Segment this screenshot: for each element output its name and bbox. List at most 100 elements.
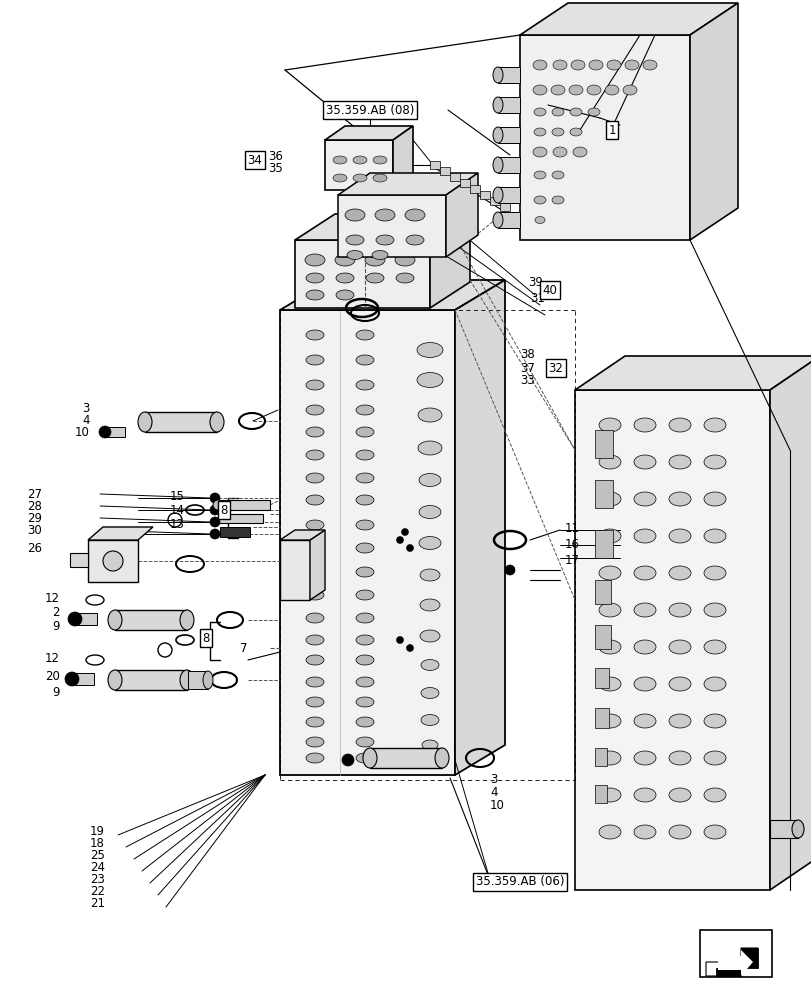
Polygon shape — [337, 173, 478, 195]
Ellipse shape — [633, 825, 655, 839]
Ellipse shape — [333, 156, 346, 164]
Text: 35: 35 — [268, 162, 282, 175]
Polygon shape — [280, 530, 324, 540]
Ellipse shape — [355, 717, 374, 727]
Ellipse shape — [180, 670, 194, 690]
Ellipse shape — [532, 85, 547, 95]
Circle shape — [103, 551, 122, 571]
Ellipse shape — [624, 60, 638, 70]
Text: 22: 22 — [90, 885, 105, 898]
Text: 24: 24 — [90, 861, 105, 874]
Polygon shape — [280, 280, 504, 310]
Ellipse shape — [534, 108, 545, 116]
Ellipse shape — [552, 147, 566, 157]
Ellipse shape — [306, 737, 324, 747]
Bar — [105, 427, 125, 437]
Ellipse shape — [569, 85, 582, 95]
Ellipse shape — [642, 60, 656, 70]
Ellipse shape — [492, 127, 502, 143]
Text: 20: 20 — [45, 670, 60, 682]
Ellipse shape — [418, 474, 440, 487]
Ellipse shape — [633, 455, 655, 469]
Ellipse shape — [599, 640, 620, 654]
Circle shape — [210, 493, 220, 503]
Ellipse shape — [306, 543, 324, 553]
Ellipse shape — [586, 85, 600, 95]
Ellipse shape — [551, 128, 564, 136]
Ellipse shape — [306, 290, 324, 300]
Text: 31: 31 — [530, 292, 544, 304]
Ellipse shape — [703, 825, 725, 839]
Text: 21: 21 — [90, 897, 105, 910]
Ellipse shape — [668, 788, 690, 802]
Circle shape — [401, 528, 408, 536]
Bar — [217, 514, 263, 523]
Ellipse shape — [633, 603, 655, 617]
Text: 17: 17 — [564, 554, 579, 566]
Ellipse shape — [355, 753, 374, 763]
Text: 7: 7 — [240, 642, 247, 654]
Ellipse shape — [419, 569, 440, 581]
Ellipse shape — [355, 473, 374, 483]
Text: 30: 30 — [28, 524, 42, 536]
Text: 23: 23 — [90, 874, 105, 886]
Ellipse shape — [703, 640, 725, 654]
Ellipse shape — [573, 147, 586, 157]
Bar — [280, 540, 310, 600]
Ellipse shape — [418, 506, 440, 518]
Ellipse shape — [420, 660, 439, 670]
Ellipse shape — [633, 492, 655, 506]
Ellipse shape — [203, 671, 212, 689]
Bar — [337, 195, 445, 257]
Text: 35.359.AB (08): 35.359.AB (08) — [325, 104, 414, 117]
Ellipse shape — [599, 566, 620, 580]
Text: 40: 40 — [542, 284, 556, 296]
Ellipse shape — [355, 355, 374, 365]
Ellipse shape — [569, 128, 581, 136]
Ellipse shape — [306, 613, 324, 623]
Ellipse shape — [599, 418, 620, 432]
Ellipse shape — [668, 418, 690, 432]
Ellipse shape — [622, 85, 636, 95]
Ellipse shape — [306, 753, 324, 763]
Circle shape — [406, 645, 413, 652]
Ellipse shape — [355, 543, 374, 553]
Ellipse shape — [355, 613, 374, 623]
Ellipse shape — [633, 751, 655, 765]
Text: 12: 12 — [45, 591, 60, 604]
Ellipse shape — [570, 60, 584, 70]
Ellipse shape — [703, 455, 725, 469]
Bar — [699, 930, 771, 977]
Ellipse shape — [418, 441, 441, 455]
Ellipse shape — [569, 108, 581, 116]
Ellipse shape — [588, 60, 603, 70]
Ellipse shape — [108, 670, 122, 690]
Ellipse shape — [703, 492, 725, 506]
Ellipse shape — [703, 751, 725, 765]
Bar — [217, 500, 270, 510]
Polygon shape — [689, 3, 737, 240]
Ellipse shape — [372, 156, 387, 164]
Ellipse shape — [108, 610, 122, 630]
Ellipse shape — [306, 717, 324, 727]
Bar — [594, 748, 607, 766]
Text: 10: 10 — [75, 426, 90, 438]
Ellipse shape — [355, 405, 374, 415]
Ellipse shape — [492, 212, 502, 228]
Bar — [574, 390, 769, 890]
Ellipse shape — [551, 196, 564, 204]
Ellipse shape — [668, 492, 690, 506]
Ellipse shape — [492, 67, 502, 83]
Text: 10: 10 — [489, 799, 504, 812]
Ellipse shape — [212, 500, 223, 510]
Ellipse shape — [417, 372, 443, 387]
Bar — [594, 668, 608, 688]
Ellipse shape — [599, 714, 620, 728]
Ellipse shape — [355, 330, 374, 340]
Ellipse shape — [355, 677, 374, 687]
Circle shape — [406, 544, 413, 552]
Ellipse shape — [306, 355, 324, 365]
Text: 2: 2 — [53, 605, 60, 618]
Ellipse shape — [532, 147, 547, 157]
Ellipse shape — [534, 217, 544, 224]
